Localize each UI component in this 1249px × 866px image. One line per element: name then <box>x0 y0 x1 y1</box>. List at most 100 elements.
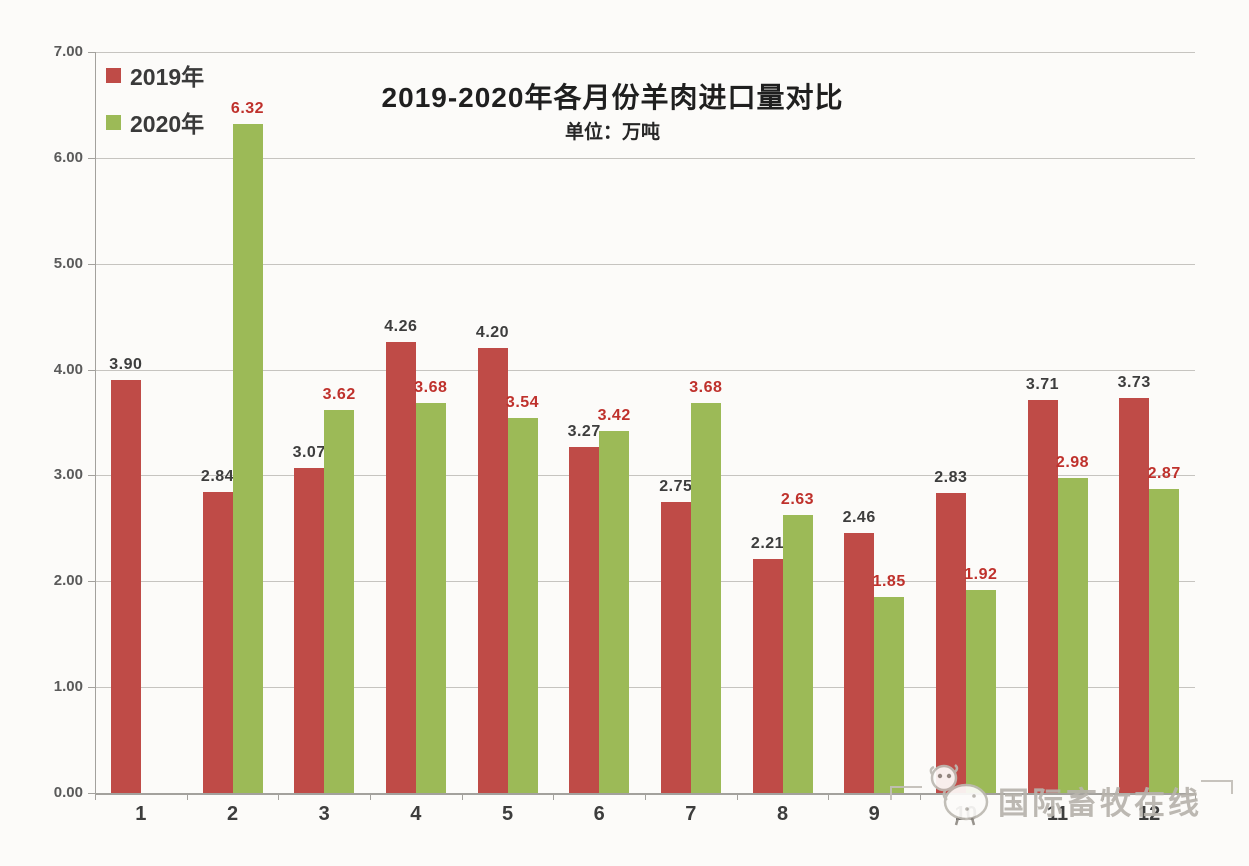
y-axis-tick-label: 7.00 <box>53 43 83 60</box>
bar-2020年-month-6 <box>599 430 630 793</box>
x-axis-tick <box>1011 794 1013 800</box>
sheep-mascot-icon <box>929 764 989 826</box>
watermark-bracket-right <box>1201 780 1233 794</box>
y-axis-tick-label: 5.00 <box>53 254 83 272</box>
legend-label-2020: 2020年 <box>130 111 205 137</box>
x-axis-tick <box>278 794 280 800</box>
x-axis-tick <box>95 794 96 800</box>
bar-2020年-month-5 <box>507 418 538 793</box>
gridline <box>95 475 1195 477</box>
bar-2019年-month-11 <box>1027 400 1058 793</box>
x-axis-tick <box>1103 794 1105 800</box>
x-axis-category-label: 12 <box>1138 803 1161 825</box>
x-axis-tick <box>370 794 371 800</box>
watermark-text: 国际畜牧在线 <box>998 786 1202 821</box>
y-axis-tick-label: 6.00 <box>53 148 83 166</box>
value-label-2019年-month-7: 2.75 <box>659 477 693 495</box>
value-label-2019年-month-3: 3.07 <box>292 444 326 462</box>
value-label-2020年-month-4: 3.68 <box>414 379 448 397</box>
y-axis-tick <box>88 581 95 583</box>
bar-2020年-month-10 <box>965 589 996 793</box>
value-label-2020年-month-12: 2.87 <box>1147 465 1181 483</box>
bar-2020年-month-9 <box>874 597 905 793</box>
y-axis-tick-label: 0.00 <box>53 784 83 801</box>
value-label-2020年-month-11: 2.98 <box>1055 453 1090 471</box>
gridline <box>95 369 1195 371</box>
x-axis-category-label: 6 <box>593 803 605 825</box>
x-axis-category-label: 7 <box>685 803 697 825</box>
y-axis-tick-label: 1.00 <box>53 678 83 696</box>
bar-2020年-month-8 <box>782 514 813 793</box>
gridline <box>95 52 1195 53</box>
y-axis-tick <box>88 369 95 371</box>
y-axis-tick-label: 2.00 <box>53 572 83 590</box>
x-axis-category-label: 4 <box>410 803 422 825</box>
bar-2019年-month-7 <box>660 501 691 793</box>
bar-2020年-month-11 <box>1057 477 1088 793</box>
legend-item-2020: 2020年 <box>106 107 204 137</box>
legend-swatch-2020-icon <box>106 114 121 130</box>
legend-label-2019: 2019年 <box>130 64 205 90</box>
value-label-2019年-month-4: 4.26 <box>384 318 418 336</box>
value-label-2019年-month-11: 3.71 <box>1025 376 1060 394</box>
gridline <box>95 263 1195 265</box>
value-label-2020年-month-9: 1.85 <box>872 573 906 591</box>
bar-2020年-month-12 <box>1149 489 1180 793</box>
x-axis-category-label: 3 <box>318 803 330 825</box>
x-axis-tick <box>645 794 646 800</box>
legend-item-2019: 2019年 <box>106 60 204 90</box>
gridline <box>95 157 1195 159</box>
bar-2019年-month-8 <box>752 559 783 793</box>
watermark: 国际畜牧在线 <box>890 760 1235 832</box>
x-axis-tick <box>736 794 738 800</box>
x-axis-tick <box>1195 794 1196 800</box>
value-label-2019年-month-1: 3.90 <box>109 356 143 374</box>
y-axis-tick-label: 4.00 <box>53 360 83 378</box>
chart-subtitle: 单位：万吨 <box>564 122 660 143</box>
value-label-2020年-month-5: 3.54 <box>505 394 540 412</box>
x-axis-tick <box>186 794 188 800</box>
bar-2020年-month-7 <box>690 403 721 793</box>
bar-2019年-month-5 <box>477 348 508 793</box>
x-axis-tick <box>461 794 463 800</box>
y-axis-line <box>95 52 96 793</box>
bar-2019年-month-2 <box>202 492 233 793</box>
value-label-2019年-month-12: 3.73 <box>1117 374 1151 392</box>
value-label-2020年-month-2: 6.32 <box>230 99 265 117</box>
y-axis-tick-label: 3.00 <box>53 466 83 484</box>
value-label-2019年-month-6: 3.27 <box>567 422 601 440</box>
x-axis-category-label: 5 <box>501 803 514 825</box>
value-label-2020年-month-10: 1.92 <box>964 565 998 583</box>
bar-2019年-month-12 <box>1119 398 1150 793</box>
x-axis-category-label: 11 <box>1046 803 1069 825</box>
value-label-2020年-month-8: 2.63 <box>780 490 815 508</box>
value-label-2020年-month-7: 3.68 <box>689 379 723 397</box>
x-axis-tick <box>920 794 921 800</box>
value-label-2019年-month-5: 4.20 <box>475 324 510 342</box>
x-axis-category-label: 2 <box>226 803 239 825</box>
watermark-bracket-left <box>890 786 922 800</box>
legend-swatch-2019-icon <box>106 67 121 83</box>
y-axis-tick <box>88 52 95 53</box>
x-axis-tick <box>828 794 830 800</box>
x-axis-category-label: 8 <box>776 803 789 825</box>
bar-2019年-month-9 <box>844 532 875 793</box>
value-label-2019年-month-2: 2.84 <box>200 468 235 486</box>
y-axis-tick <box>88 687 95 689</box>
bar-2019年-month-6 <box>569 446 600 793</box>
bar-2020年-month-2 <box>232 123 263 793</box>
x-axis-category-label: 9 <box>868 803 880 825</box>
value-label-2020年-month-3: 3.62 <box>322 385 356 403</box>
bar-2020年-month-3 <box>324 409 355 793</box>
value-label-2019年-month-10: 2.83 <box>934 469 968 487</box>
x-axis-category-label: 1 <box>135 803 147 825</box>
bar-2019年-month-1 <box>110 380 141 793</box>
legend: 2019年 2020年 <box>106 60 204 154</box>
bar-2019年-month-10 <box>935 493 966 793</box>
bar-2020年-month-4 <box>415 403 446 793</box>
y-axis-tick <box>88 475 95 477</box>
x-axis-tick <box>553 794 555 800</box>
gridline <box>95 687 1195 689</box>
bar-2019年-month-4 <box>385 342 416 793</box>
